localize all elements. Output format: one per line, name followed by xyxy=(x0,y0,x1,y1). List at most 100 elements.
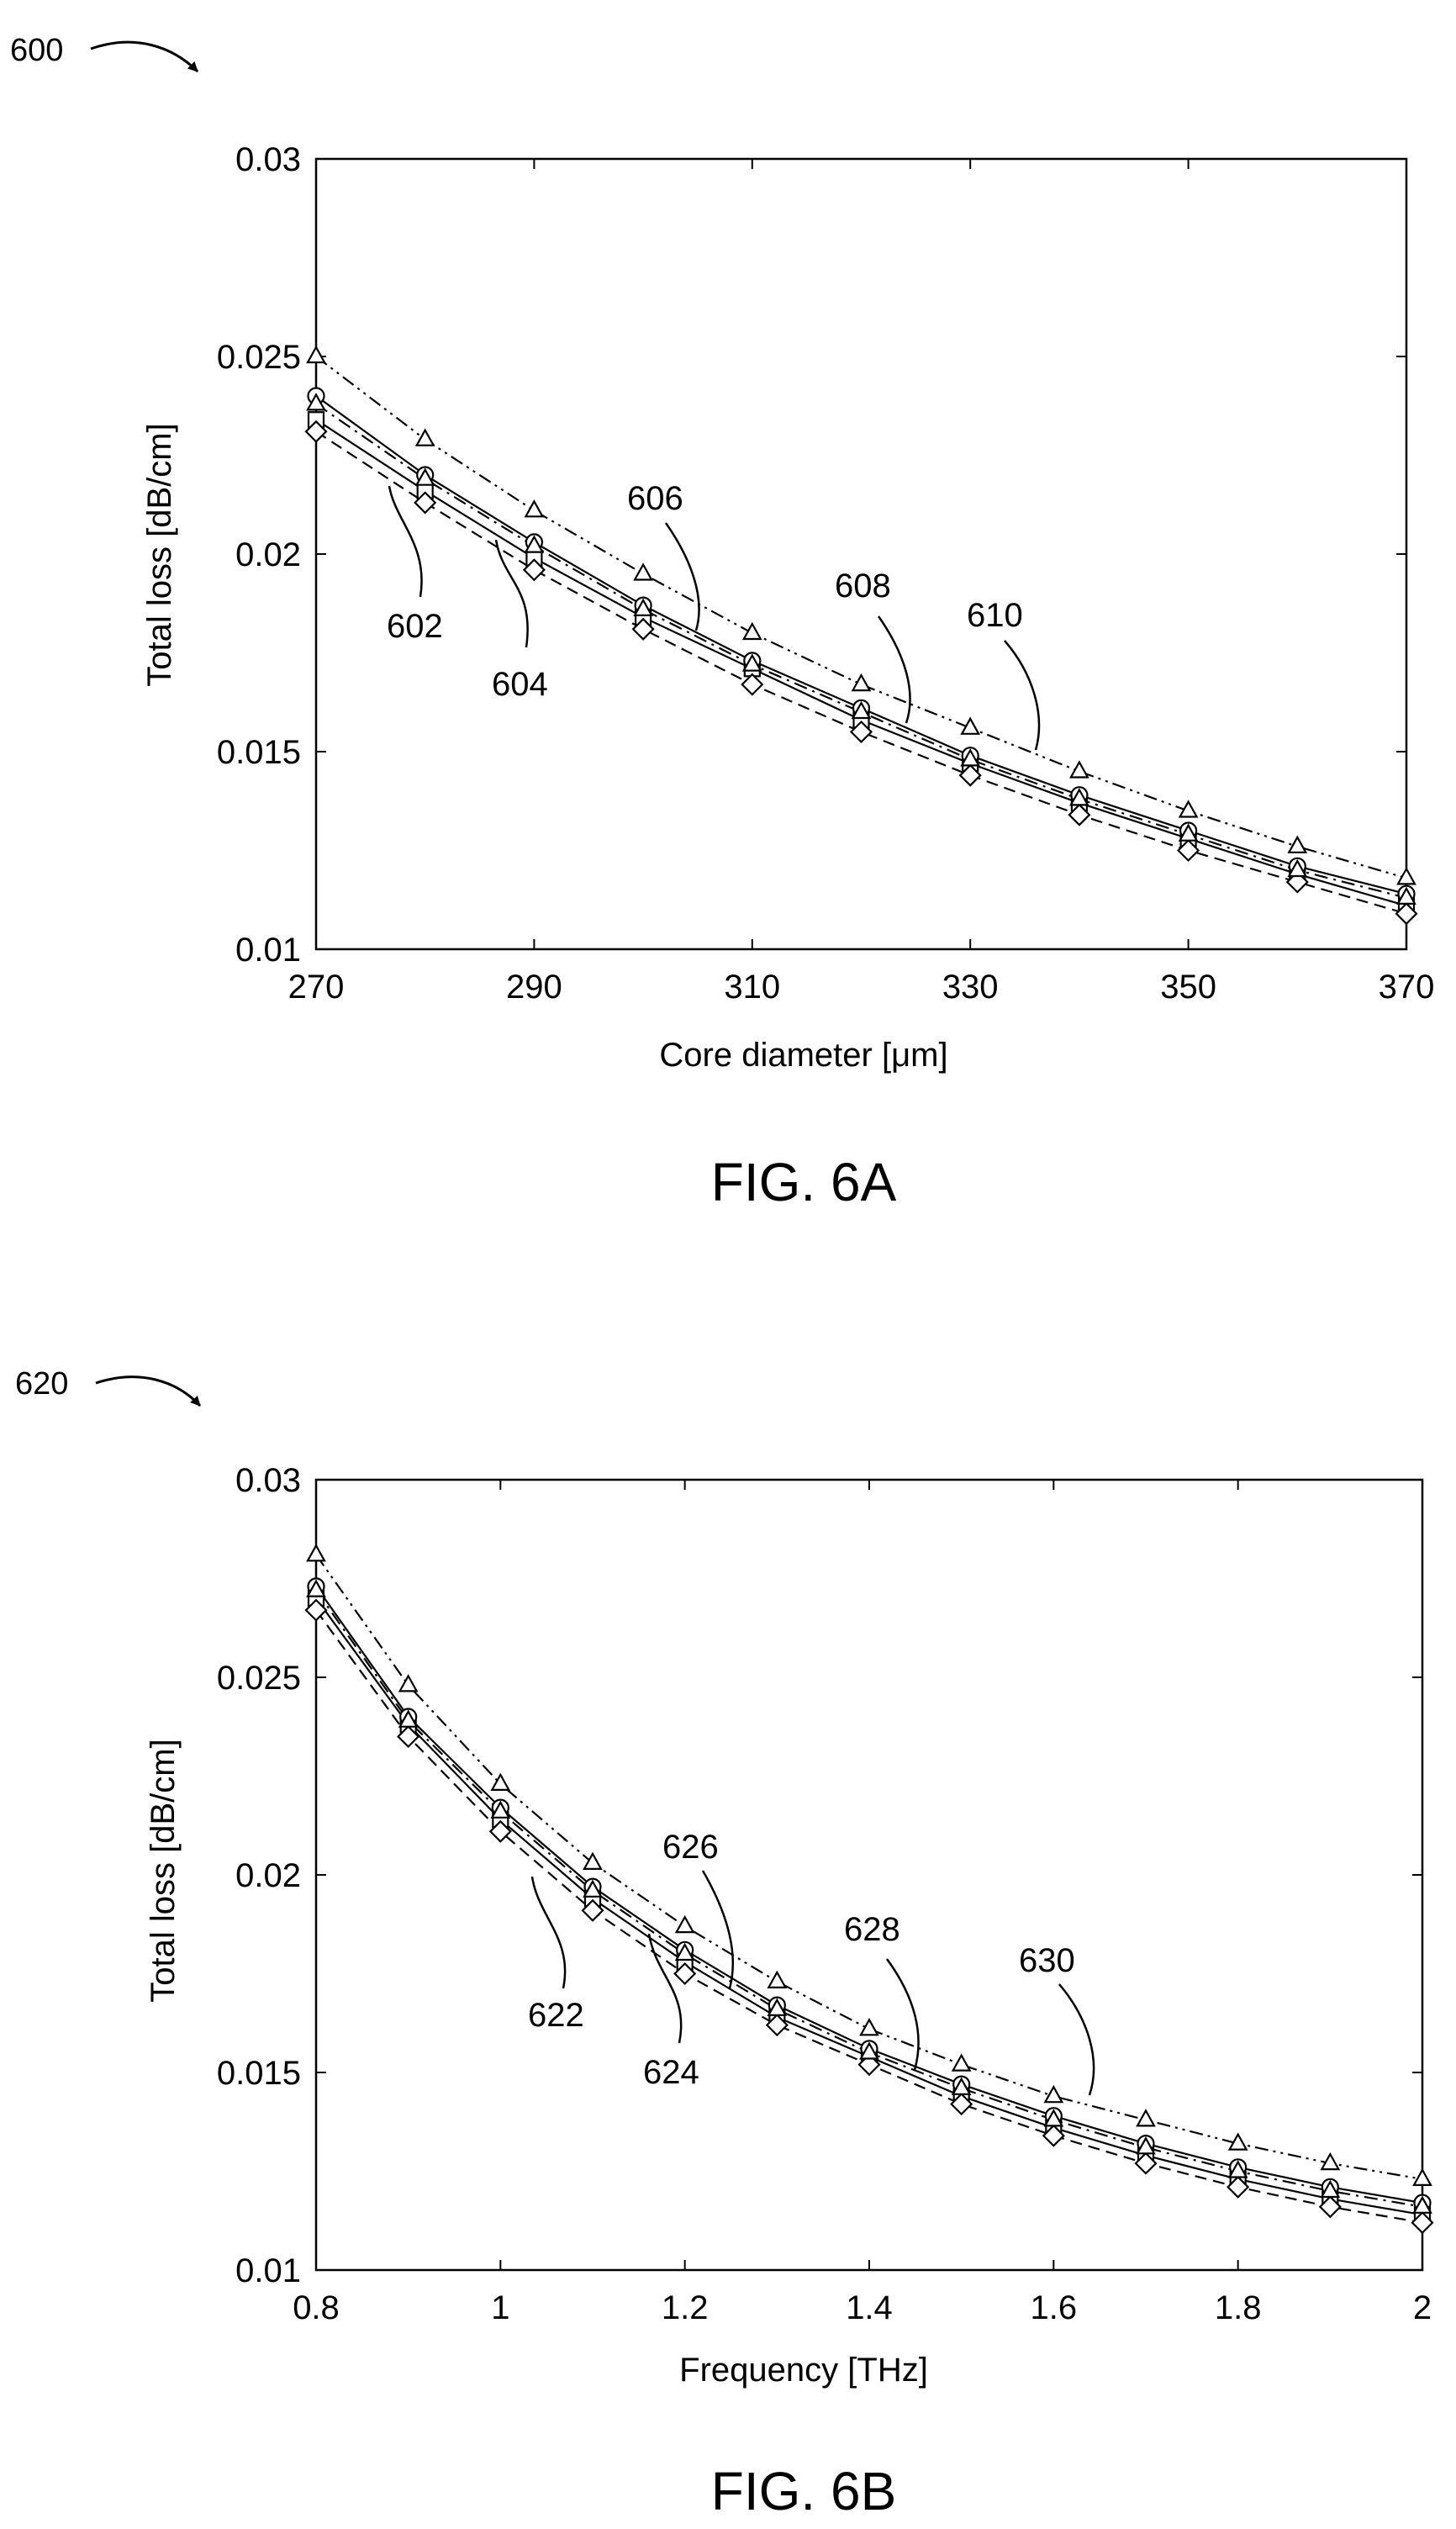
point-624 xyxy=(1318,2195,1342,2219)
point-608 xyxy=(1178,823,1199,842)
figure-6b-ref-number: 620 xyxy=(15,1366,68,1402)
series-line-608 xyxy=(315,403,1407,899)
point-610 xyxy=(633,562,653,581)
point-628 xyxy=(490,1800,511,1819)
y-tick-label: 0.025 xyxy=(217,1660,301,1697)
point-628 xyxy=(306,1579,326,1597)
callout-608-label: 608 xyxy=(835,568,891,605)
figure-6a-ref-arrow xyxy=(90,40,199,73)
point-628 xyxy=(1227,2160,1248,2178)
point-624 xyxy=(397,1724,420,1749)
point-628 xyxy=(1043,2109,1064,2127)
callout-630: 630 xyxy=(1019,1942,1095,2096)
callout-602-label: 602 xyxy=(387,608,443,645)
callout-628: 628 xyxy=(844,1911,920,2071)
point-628 xyxy=(767,1998,788,2016)
point-604 xyxy=(522,558,546,582)
callout-606-label: 606 xyxy=(627,480,683,517)
chart-6a-x-axis-label: Core diameter [μm] xyxy=(659,1037,947,1074)
callout-624-label: 624 xyxy=(643,2054,699,2091)
callout-604: 604 xyxy=(492,539,548,703)
point-624 xyxy=(488,1819,512,1843)
callout-630-label: 630 xyxy=(1019,1942,1075,1979)
point-608 xyxy=(414,467,435,486)
callout-622-label: 622 xyxy=(528,1997,584,2034)
figure-6b-ref-arrow xyxy=(95,1375,202,1407)
point-610 xyxy=(960,716,981,735)
chart-6a-y-axis-label: Total loss [dB/cm] xyxy=(141,423,178,686)
point-630 xyxy=(951,2053,972,2072)
chart-6a: 270 290 310 330 350 370 0.01 0.015 0.02 0.025 0.03… xyxy=(141,141,1434,1074)
y-tick-label: 0.03 xyxy=(235,141,301,178)
point-630 xyxy=(859,2018,879,2036)
chart-6b-plot-area: 0.8 1 1.2 1.4 1.6 1.8 2 0.01 0.015 0.02 0.025 0.03 xyxy=(217,1462,1434,2326)
point-624 xyxy=(1042,2124,1065,2147)
point-608 xyxy=(741,653,762,672)
x-tick-label: 1.8 xyxy=(1215,2289,1262,2326)
point-624 xyxy=(950,2093,973,2116)
x-tick-label: 290 xyxy=(506,969,562,1006)
point-630 xyxy=(583,1851,603,1870)
callout-610: 610 xyxy=(967,597,1041,751)
point-630 xyxy=(1320,2151,1341,2171)
point-628 xyxy=(674,1942,695,1961)
point-608 xyxy=(960,748,981,767)
point-624 xyxy=(1227,2175,1250,2199)
plot-frame xyxy=(314,157,1408,951)
point-628 xyxy=(583,1879,603,1898)
point-628 xyxy=(859,2041,879,2060)
chart-6b-x-axis-label: Frequency [THz] xyxy=(679,2352,928,2389)
point-630 xyxy=(1412,2167,1432,2186)
x-tick-label: 1.6 xyxy=(1031,2289,1078,2326)
point-608 xyxy=(1396,886,1416,905)
series-line-626 xyxy=(315,1586,1423,2204)
point-604 xyxy=(631,617,655,641)
y-tick-label: 0.03 xyxy=(235,1462,301,1499)
y-tick-label: 0.01 xyxy=(235,2252,301,2289)
point-610 xyxy=(1069,760,1089,779)
figure-6a: 600 270 290 310 330 350 370 0.01 0.015 0.02 0.025… xyxy=(10,33,1434,1212)
point-610 xyxy=(1178,800,1199,818)
series-line-602 xyxy=(315,419,1407,907)
point-608 xyxy=(306,393,326,411)
point-604 xyxy=(849,720,873,744)
series-line-622 xyxy=(315,1597,1423,2216)
point-630 xyxy=(1227,2132,1248,2151)
series-line-630 xyxy=(315,1554,1423,2180)
y-tick-label: 0.025 xyxy=(217,339,301,376)
x-tick-label: 270 xyxy=(288,969,345,1006)
point-630 xyxy=(1043,2084,1064,2104)
callout-626-label: 626 xyxy=(662,1829,719,1866)
point-610 xyxy=(741,621,762,641)
point-610 xyxy=(1287,835,1308,853)
callout-626: 626 xyxy=(662,1829,735,1989)
callout-624: 624 xyxy=(643,1933,699,2091)
point-624 xyxy=(304,1598,328,1622)
point-630 xyxy=(306,1544,326,1562)
point-624 xyxy=(1411,2211,1434,2235)
point-610 xyxy=(414,428,435,446)
point-630 xyxy=(674,1914,695,1934)
figure-6b: 620 0.8 1 1.2 1.4 1.6 1.8 20.010.0150.020.0250… xyxy=(15,1366,1434,2521)
y-tick-label: 0.01 xyxy=(235,932,301,969)
series-line-628 xyxy=(315,1589,1423,2208)
x-tick-label: 350 xyxy=(1160,969,1216,1006)
series-line-610 xyxy=(315,356,1407,879)
point-608 xyxy=(633,598,653,616)
y-tick-label: 0.015 xyxy=(217,734,301,771)
point-604 xyxy=(958,763,982,787)
x-tick-label: 1.4 xyxy=(846,2289,893,2326)
figure-6a-caption: FIG. 6A xyxy=(711,1152,897,1212)
callout-606: 606 xyxy=(627,480,700,631)
point-608 xyxy=(851,700,872,720)
x-tick-label: 0.8 xyxy=(293,2289,340,2326)
point-608 xyxy=(1287,858,1308,878)
point-630 xyxy=(1136,2109,1156,2127)
point-610 xyxy=(524,499,545,518)
x-tick-label: 330 xyxy=(942,969,999,1006)
point-604 xyxy=(414,491,437,515)
point-604 xyxy=(304,420,328,443)
point-608 xyxy=(1069,788,1089,806)
y-tick-label: 0.02 xyxy=(235,1857,301,1894)
